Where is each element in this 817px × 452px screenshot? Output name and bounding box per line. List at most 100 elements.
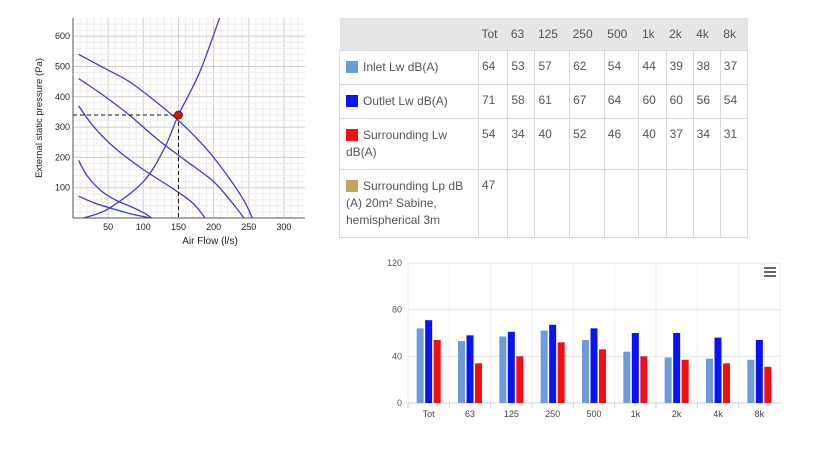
bar[interactable]	[416, 328, 424, 403]
bar[interactable]	[755, 340, 763, 403]
table-cell: 54	[477, 118, 509, 170]
y-tick-label: 600	[55, 31, 70, 41]
bar[interactable]	[466, 335, 474, 403]
table-cell: 46	[603, 118, 640, 170]
bar[interactable]	[706, 358, 713, 403]
table-header-cell: 63	[507, 18, 535, 51]
table-cell: 40	[638, 118, 667, 170]
table-cell: 54	[719, 84, 749, 119]
table-cell: 53	[507, 50, 536, 85]
row-label: Surrounding Lw dB(A)	[346, 128, 448, 159]
bar[interactable]	[714, 337, 722, 403]
table-cell: 58	[507, 84, 536, 119]
bar[interactable]	[499, 336, 507, 404]
row-label-cell: Outlet Lw dB(A)	[339, 84, 479, 119]
bar[interactable]	[590, 328, 598, 403]
table-cell: 47	[477, 169, 509, 238]
legend-swatch-icon	[346, 61, 358, 73]
bar[interactable]	[582, 340, 589, 403]
fan-chart-axes: 50 100 150 200 250 300 100 200 300 400 500 600	[55, 18, 305, 232]
table-header-cell: 125	[534, 18, 570, 51]
bar[interactable]	[540, 330, 548, 403]
table-cell	[665, 169, 694, 238]
fan-curve-line	[78, 53, 253, 219]
fan-chart-labels: Air Flow (l/s) External static pressure …	[34, 58, 238, 247]
row-label-cell: Surrounding Lw dB(A)	[339, 118, 479, 170]
table-cell	[534, 169, 571, 238]
bar[interactable]	[640, 356, 648, 403]
operating-point-marker	[174, 110, 183, 120]
y-tick-label: 120	[387, 258, 402, 268]
table-cell: 54	[603, 50, 640, 85]
table-cell: 40	[534, 118, 571, 170]
x-tick-label: 8k	[755, 409, 765, 419]
row-label: Outlet Lw dB(A)	[363, 94, 448, 108]
table-row: Surrounding Lw dB(A) 54 34 40 52 46 40 3…	[339, 118, 749, 170]
table-header-cell: Tot	[478, 18, 508, 51]
table-row: Inlet Lw dB(A) 64 53 57 62 54 44 39 38 3…	[339, 50, 749, 85]
bar[interactable]	[623, 351, 631, 403]
table-header-row: Tot 63 125 250 500 1k 2k 4k 8k	[339, 18, 748, 51]
table-cell	[719, 169, 749, 238]
bar[interactable]	[673, 333, 681, 403]
table-cell: 38	[692, 50, 721, 85]
x-tick-label: 100	[136, 222, 151, 232]
table-cell	[638, 169, 667, 238]
bar[interactable]	[631, 333, 639, 403]
bar[interactable]	[681, 359, 689, 403]
legend-swatch-icon	[346, 180, 358, 192]
row-label-cell: Surrounding Lp dB (A) 20m² Sabine, hemis…	[339, 169, 479, 238]
x-tick-label: 4k	[713, 409, 723, 419]
table-row: Outlet Lw dB(A) 71 58 61 67 64 60 60 56 …	[339, 84, 749, 119]
bar[interactable]	[549, 324, 557, 403]
table-header-cell: 250	[569, 18, 605, 51]
bar[interactable]	[664, 357, 672, 404]
bar-chart-x-labels: Tot 63 125 250 500 1k 2k 4k 8k	[407, 403, 765, 419]
system-curve-line	[83, 18, 221, 218]
bar[interactable]	[747, 359, 755, 403]
fan-curve-line	[78, 78, 245, 219]
bar[interactable]	[458, 341, 465, 403]
bar[interactable]	[723, 363, 730, 403]
y-axis-label: External static pressure (Pa)	[34, 58, 45, 178]
fan-curve-line	[78, 105, 206, 219]
table-cell: 44	[638, 50, 667, 85]
bar[interactable]	[425, 320, 433, 403]
bar[interactable]	[557, 342, 565, 403]
x-tick-label: 2k	[672, 409, 682, 419]
y-tick-label: 40	[392, 351, 402, 361]
bar[interactable]	[475, 363, 482, 403]
bar[interactable]	[507, 331, 515, 403]
bar[interactable]	[599, 349, 606, 403]
legend-swatch-icon	[346, 129, 358, 141]
octave-band-bar-chart: 0 40 80 120 Tot 63 125 250 500 1k 2k 4k 8k	[387, 258, 781, 419]
y-tick-label: 500	[55, 61, 70, 71]
table-cell: 56	[692, 84, 721, 119]
table-cell	[569, 169, 605, 238]
bar[interactable]	[433, 340, 441, 403]
y-tick-label: 0	[397, 398, 402, 408]
legend-swatch-icon	[346, 95, 358, 107]
y-tick-label: 100	[55, 183, 70, 193]
bar[interactable]	[516, 356, 524, 403]
x-tick-label: 500	[586, 409, 601, 419]
table-header-cell: 4k	[693, 18, 721, 51]
table-header-cell: 8k	[720, 18, 748, 51]
row-label: Inlet Lw dB(A)	[363, 60, 439, 74]
table-header-cell: 2k	[666, 18, 694, 51]
bar[interactable]	[764, 366, 772, 403]
table-cell	[603, 169, 640, 238]
bar-chart-bars	[416, 320, 772, 404]
table-cell: 34	[507, 118, 536, 170]
row-label-cell: Inlet Lw dB(A)	[339, 50, 479, 85]
sound-data-table: Tot 63 125 250 500 1k 2k 4k 8k Inlet Lw …	[339, 18, 749, 238]
table-cell	[507, 169, 536, 238]
x-tick-label: 250	[241, 222, 256, 232]
y-tick-label: 200	[55, 152, 70, 162]
x-tick-label: 300	[276, 222, 291, 232]
table-row: Surrounding Lp dB (A) 20m² Sabine, hemis…	[339, 169, 749, 238]
table-cell: 31	[719, 118, 749, 170]
hamburger-menu-icon[interactable]	[762, 265, 778, 279]
x-tick-label: 250	[545, 409, 560, 419]
table-cell: 60	[665, 84, 694, 119]
